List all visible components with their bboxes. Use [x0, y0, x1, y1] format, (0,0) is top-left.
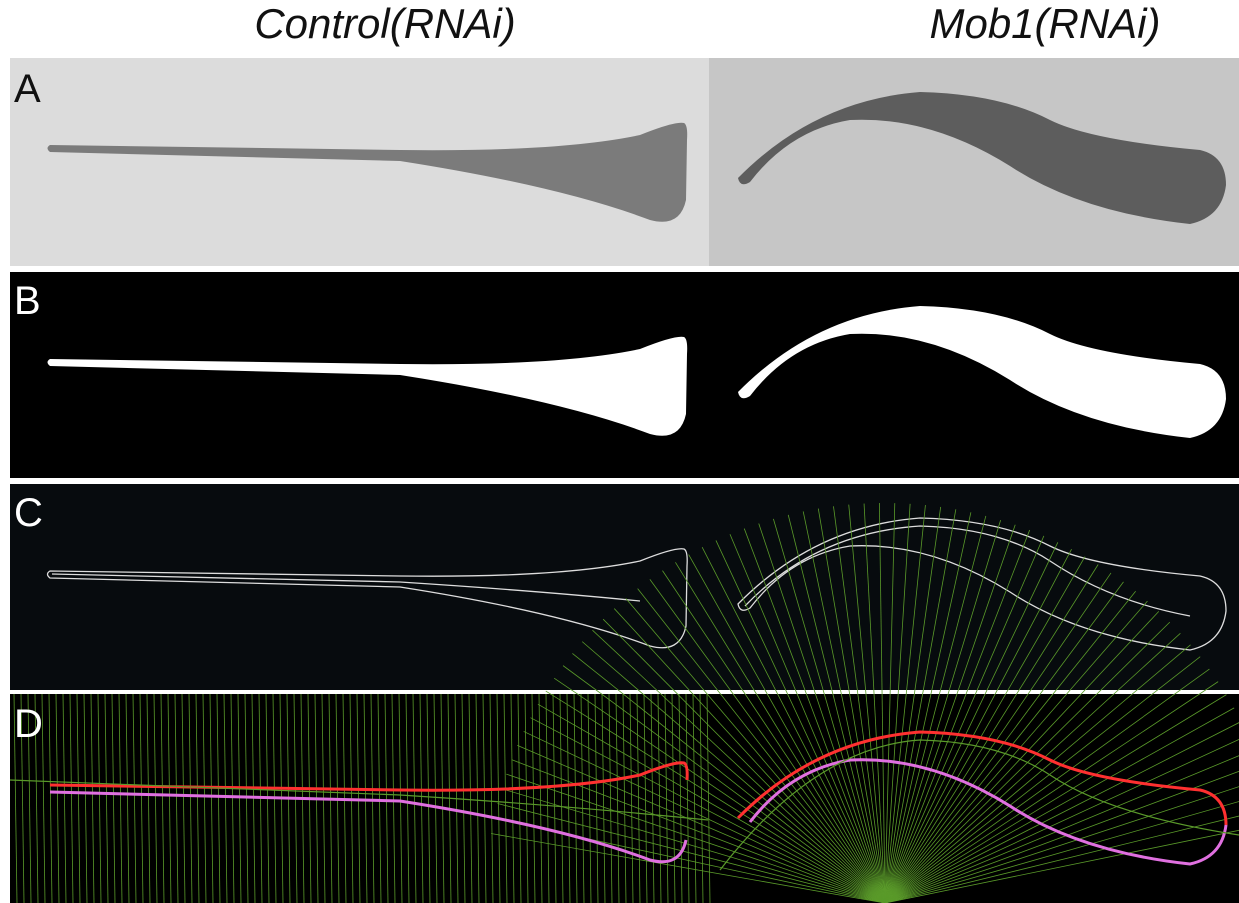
panel-label: B [14, 279, 41, 323]
panel-label: C [14, 491, 43, 535]
column-title: Control(RNAi) [254, 0, 515, 47]
figure: Control(RNAi) Mob1(RNAi) A B C D [0, 0, 1239, 903]
panel-label: A [14, 67, 41, 111]
panel-c [10, 484, 1239, 690]
column-title: Mob1(RNAi) [929, 0, 1160, 47]
page: Control(RNAi) Mob1(RNAi) A B C D (() => … [0, 0, 1239, 903]
panel-label: D [14, 702, 43, 746]
